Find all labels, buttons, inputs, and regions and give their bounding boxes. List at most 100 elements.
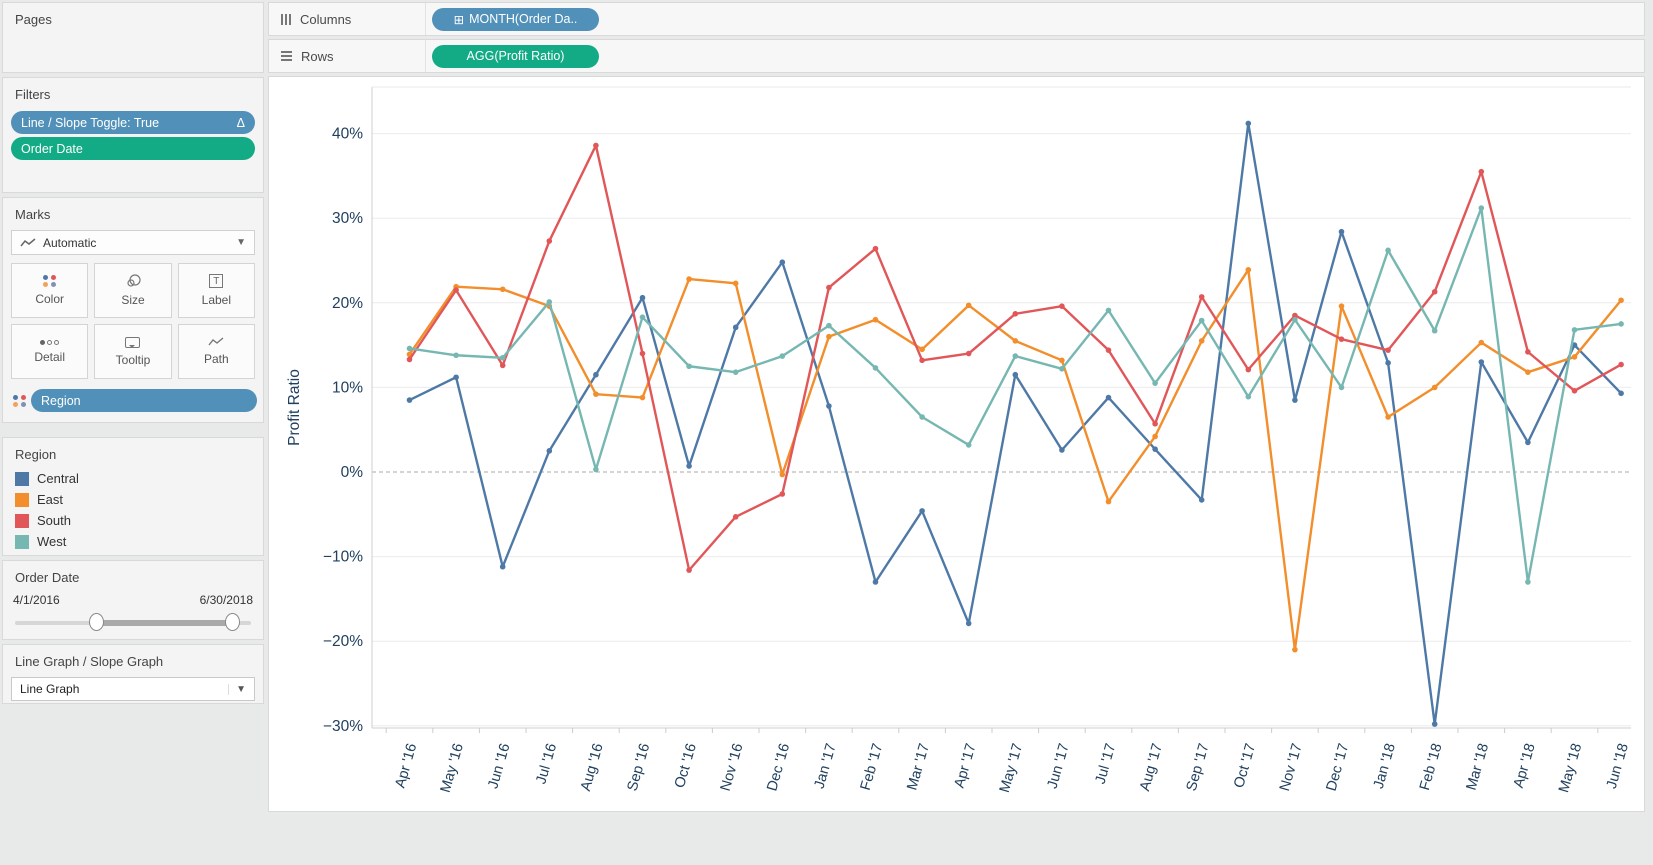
slider-active-range[interactable]	[95, 620, 232, 626]
data-point-south[interactable]	[1105, 347, 1112, 353]
data-point-central[interactable]	[1525, 439, 1531, 446]
data-point-east[interactable]	[1152, 433, 1158, 440]
data-point-east[interactable]	[686, 276, 692, 282]
data-point-central[interactable]	[1292, 397, 1298, 403]
data-point-east[interactable]	[1292, 646, 1298, 653]
data-point-west[interactable]	[1105, 307, 1112, 314]
data-point-central[interactable]	[1198, 497, 1205, 503]
data-point-west[interactable]	[779, 353, 786, 359]
data-point-central[interactable]	[686, 463, 692, 469]
data-point-east[interactable]	[1012, 338, 1019, 344]
data-point-west[interactable]	[872, 365, 879, 371]
data-point-south[interactable]	[1012, 310, 1019, 317]
data-point-west[interactable]	[1571, 327, 1578, 333]
label-button[interactable]: T Label	[177, 263, 255, 318]
data-point-central[interactable]	[779, 259, 786, 265]
data-point-east[interactable]	[593, 391, 599, 397]
data-point-south[interactable]	[1152, 420, 1158, 427]
data-point-east[interactable]	[1338, 303, 1345, 309]
data-point-central[interactable]	[872, 579, 879, 585]
legend-item-west[interactable]: West	[3, 531, 263, 552]
data-point-south[interactable]	[1571, 387, 1578, 394]
slider-handle-right[interactable]	[224, 613, 240, 631]
data-point-west[interactable]	[1012, 353, 1019, 359]
data-point-west[interactable]	[1059, 365, 1065, 372]
data-point-south[interactable]	[1385, 347, 1391, 353]
data-point-west[interactable]	[732, 369, 739, 375]
series-line-central[interactable]	[408, 122, 1623, 726]
data-point-east[interactable]	[732, 280, 739, 287]
data-point-west[interactable]	[1385, 247, 1391, 254]
data-point-central[interactable]	[1012, 371, 1019, 378]
data-point-west[interactable]	[1478, 205, 1485, 211]
data-point-west[interactable]	[499, 354, 506, 361]
slider-handle-left[interactable]	[88, 613, 104, 631]
data-point-east[interactable]	[639, 394, 646, 401]
data-point-south[interactable]	[1198, 294, 1205, 300]
filter-pill-order-date[interactable]: Order Date	[11, 137, 255, 160]
data-point-east[interactable]	[1571, 354, 1578, 360]
data-point-west[interactable]	[1431, 327, 1438, 334]
data-point-west[interactable]	[686, 363, 692, 370]
series-line-east[interactable]	[408, 268, 1623, 651]
data-point-east[interactable]	[1385, 414, 1391, 420]
series-line-west[interactable]	[408, 206, 1623, 584]
rows-pill-agg-profit-ratio[interactable]: AGG(Profit Ratio)	[432, 44, 599, 68]
data-point-east[interactable]	[1431, 384, 1438, 391]
data-point-south[interactable]	[453, 287, 459, 293]
data-point-central[interactable]	[593, 371, 599, 378]
data-point-central[interactable]	[965, 620, 972, 627]
mark-type-dropdown[interactable]: Automatic ▼	[11, 230, 255, 255]
columns-pill-month-order-date[interactable]: ⊞ MONTH(Order Da..	[432, 7, 599, 31]
data-point-east[interactable]	[965, 302, 972, 309]
legend-item-east[interactable]: East	[3, 489, 263, 510]
data-point-south[interactable]	[732, 514, 739, 520]
rows-shelf[interactable]: Rows AGG(Profit Ratio)	[268, 39, 1645, 73]
data-point-central[interactable]	[639, 294, 646, 301]
legend-item-south[interactable]: South	[3, 510, 263, 531]
data-point-south[interactable]	[1059, 303, 1065, 309]
data-point-south[interactable]	[406, 356, 413, 363]
data-point-south[interactable]	[1245, 366, 1252, 373]
data-point-east[interactable]	[1245, 267, 1252, 273]
region-encoding-pill[interactable]: Region	[31, 389, 257, 412]
data-point-east[interactable]	[826, 333, 832, 340]
data-point-south[interactable]	[499, 362, 506, 369]
data-point-central[interactable]	[1338, 228, 1345, 235]
profit-ratio-line-chart[interactable]: 40% 30% 20% 10% 0% −10% −20% −30% Profit Ratio Ap…	[269, 77, 1644, 811]
data-point-central[interactable]	[826, 403, 832, 409]
data-point-east[interactable]	[1618, 297, 1624, 304]
data-point-south[interactable]	[1431, 289, 1438, 295]
data-point-central[interactable]	[1618, 390, 1624, 397]
color-button[interactable]: Color	[11, 263, 89, 318]
data-point-west[interactable]	[826, 322, 832, 329]
graph-type-select[interactable]: Line Graph ▼	[11, 677, 255, 701]
data-point-west[interactable]	[406, 345, 413, 352]
data-point-central[interactable]	[1478, 359, 1485, 365]
filter-pill-line-slope-toggle-true[interactable]: Line / Slope Toggle: True Δ	[11, 111, 255, 134]
date-range-slider[interactable]	[15, 611, 251, 635]
data-point-east[interactable]	[1525, 369, 1531, 375]
data-point-central[interactable]	[732, 324, 739, 331]
data-point-west[interactable]	[1525, 579, 1531, 585]
data-point-west[interactable]	[1245, 393, 1252, 400]
data-point-central[interactable]	[453, 374, 459, 381]
data-point-west[interactable]	[1292, 316, 1298, 323]
data-point-south[interactable]	[872, 245, 879, 252]
data-point-central[interactable]	[546, 448, 553, 454]
data-point-south[interactable]	[1338, 336, 1345, 342]
data-point-central[interactable]	[1385, 360, 1391, 366]
data-point-south[interactable]	[639, 350, 646, 357]
legend-item-central[interactable]: Central	[3, 468, 263, 489]
data-point-west[interactable]	[965, 442, 972, 448]
data-point-south[interactable]	[965, 350, 972, 357]
data-point-south[interactable]	[546, 238, 553, 244]
data-point-west[interactable]	[919, 414, 925, 420]
data-point-south[interactable]	[593, 142, 599, 149]
data-point-east[interactable]	[499, 286, 506, 293]
detail-button[interactable]: Detail	[11, 324, 89, 379]
data-point-south[interactable]	[1478, 168, 1485, 175]
data-point-west[interactable]	[1152, 380, 1158, 386]
data-point-west[interactable]	[639, 314, 646, 320]
data-point-west[interactable]	[546, 299, 553, 305]
